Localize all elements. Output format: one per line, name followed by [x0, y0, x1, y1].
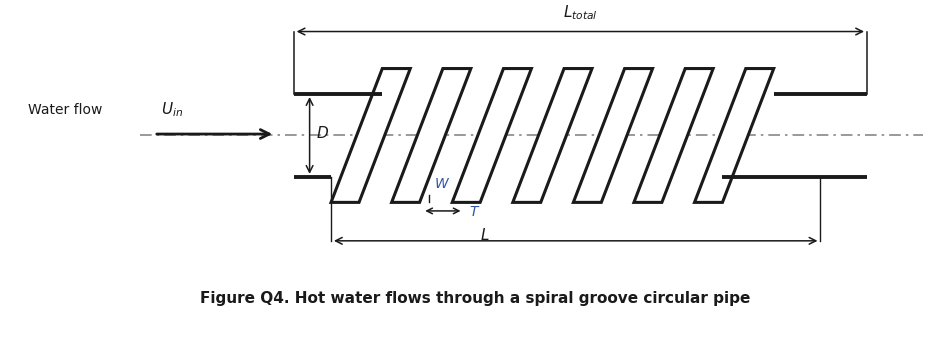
Polygon shape [634, 68, 713, 202]
Polygon shape [573, 68, 652, 202]
Text: Figure Q4. Hot water flows through a spiral groove circular pipe: Figure Q4. Hot water flows through a spi… [201, 291, 750, 306]
Polygon shape [392, 68, 471, 202]
Text: $W$: $W$ [434, 177, 450, 191]
Text: Water flow: Water flow [29, 103, 107, 117]
Polygon shape [694, 68, 774, 202]
Polygon shape [513, 68, 592, 202]
Text: $T$: $T$ [469, 205, 480, 219]
Text: $L$: $L$ [480, 227, 490, 243]
Text: $L_{total}$: $L_{total}$ [563, 4, 598, 22]
Text: $U_{in}$: $U_{in}$ [162, 100, 184, 119]
Polygon shape [331, 68, 410, 202]
Text: $D$: $D$ [316, 125, 329, 141]
Polygon shape [453, 68, 532, 202]
